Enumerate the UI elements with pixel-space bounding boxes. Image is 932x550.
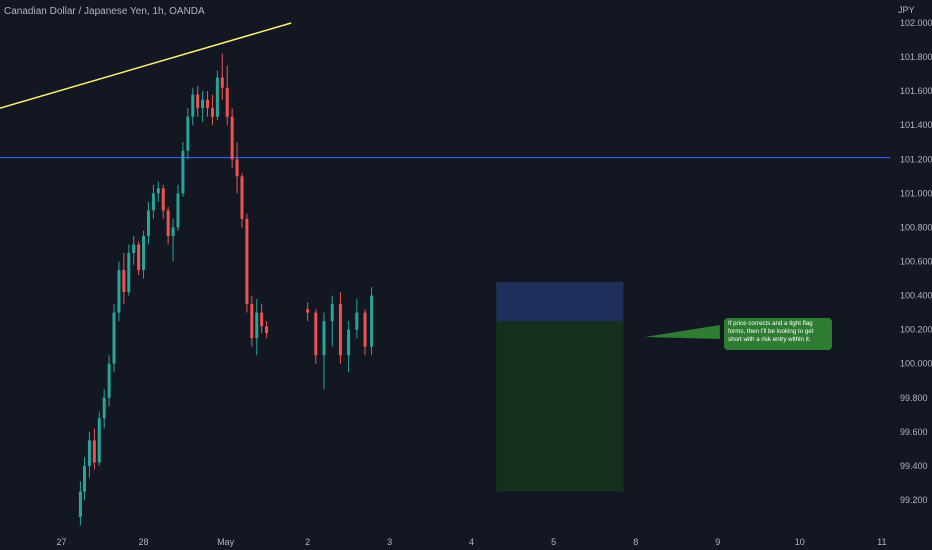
candle-body	[338, 304, 342, 356]
candle-body	[265, 326, 269, 334]
trade-note[interactable]: If price corrects and a tight flag forms…	[724, 318, 832, 350]
candle-body	[210, 108, 214, 117]
y-tick-label: 99.400	[900, 461, 928, 471]
x-tick-label: 28	[139, 537, 149, 547]
x-tick-label: 8	[633, 537, 638, 547]
candle-body	[78, 491, 82, 518]
position-risk-zone	[496, 281, 624, 322]
candle-body	[171, 227, 175, 236]
x-tick-label: 11	[877, 537, 886, 547]
candle-body	[225, 87, 229, 117]
candle-body	[245, 218, 249, 305]
x-tick-label: 5	[551, 537, 556, 547]
x-tick-label: May	[217, 537, 235, 547]
candle-body	[206, 99, 210, 109]
x-tick-label: 10	[795, 537, 805, 547]
currency-label: JPY	[898, 5, 915, 15]
y-tick-label: 100.200	[900, 325, 932, 335]
candle-body	[161, 188, 165, 211]
candle-body	[250, 304, 254, 339]
y-tick-label: 101.800	[900, 52, 932, 62]
y-tick-label: 101.600	[900, 86, 932, 96]
y-tick-label: 101.000	[900, 188, 932, 198]
candle-body	[363, 312, 367, 347]
candle-body	[107, 363, 111, 398]
candle-body	[314, 312, 318, 356]
candle-body	[220, 77, 224, 88]
candle-body	[166, 210, 170, 236]
candle-body	[255, 312, 259, 339]
y-tick-label: 101.400	[900, 120, 932, 130]
candle-body	[146, 210, 150, 236]
title: Canadian Dollar / Japanese Yen, 1h, OAND…	[4, 6, 205, 17]
candle-body	[137, 244, 141, 271]
y-tick-label: 100.400	[900, 291, 932, 301]
x-tick-label: 3	[387, 537, 392, 547]
y-tick-label: 99.600	[900, 427, 928, 437]
candle-body	[201, 99, 205, 109]
candle-body	[215, 77, 219, 117]
candle-body	[370, 295, 374, 347]
candle-body	[112, 312, 116, 364]
trend-line	[0, 22, 292, 109]
candle-body	[102, 397, 106, 419]
candle-body	[132, 244, 136, 253]
y-tick-label: 100.000	[900, 359, 932, 369]
candle-body	[191, 94, 195, 117]
position-reward-zone	[496, 321, 624, 492]
candle-body	[151, 193, 155, 211]
x-tick-label: 27	[57, 537, 67, 547]
y-tick-label: 100.800	[900, 222, 932, 232]
candle-body	[322, 321, 326, 356]
candle-body	[87, 440, 91, 466]
candle-body	[330, 304, 334, 322]
candle-body	[122, 270, 126, 293]
candle-body	[97, 418, 101, 463]
candle-body	[92, 440, 96, 463]
y-tick-label: 101.200	[900, 154, 932, 164]
candle-body	[186, 116, 190, 151]
y-tick-label: 102.000	[900, 18, 932, 28]
x-tick-label: 4	[469, 537, 474, 547]
candle-body	[156, 188, 160, 194]
y-tick-label: 99.800	[900, 393, 928, 403]
candle-body	[82, 465, 86, 492]
candle-body	[142, 235, 146, 271]
candle-body	[355, 312, 359, 330]
x-tick-label: 2	[305, 537, 310, 547]
annotation-pointer	[644, 325, 720, 340]
candle-body	[196, 94, 200, 109]
candle-body	[127, 252, 131, 293]
candle-body	[240, 176, 244, 219]
y-tick-label: 100.600	[900, 257, 932, 267]
candle-body	[230, 116, 234, 160]
candle-body	[260, 312, 264, 327]
candle-body	[176, 193, 180, 228]
candle-body	[235, 159, 239, 177]
candle-body	[306, 309, 310, 313]
y-tick-label: 99.200	[900, 495, 928, 505]
candle-body	[181, 150, 185, 194]
candle-body	[117, 270, 121, 313]
x-tick-label: 9	[715, 537, 720, 547]
candle-body	[347, 329, 351, 356]
